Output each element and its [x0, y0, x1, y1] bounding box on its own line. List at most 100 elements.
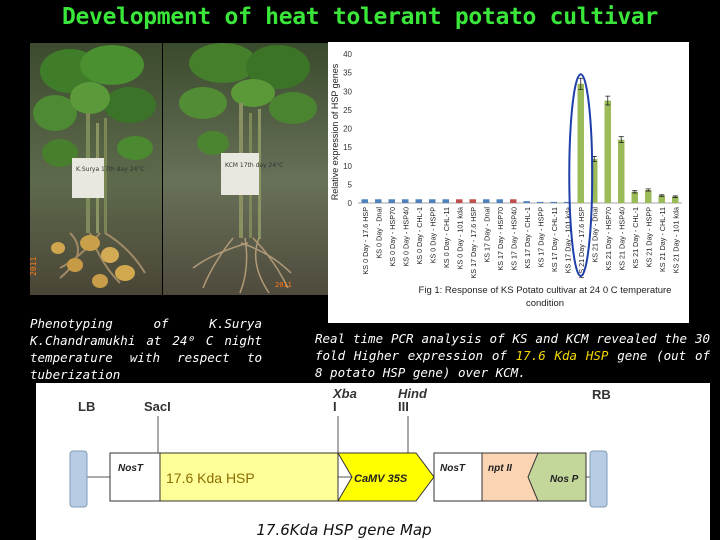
- x-tick-label: KS 17 Day - HSP70: [496, 207, 505, 271]
- nptii-label: npt II: [488, 463, 512, 474]
- x-tick-label: KS 0 Day - HSPP: [428, 207, 437, 264]
- pcr-analysis-caption: Real time PCR analysis of KS and KCM rev…: [315, 330, 710, 381]
- error-bar: [672, 195, 678, 198]
- sac1-label: SacI: [144, 399, 171, 414]
- rb-border-box: [589, 450, 608, 508]
- xba1-label-line1: Xba: [332, 386, 357, 401]
- x-tick-label: KS 21 Day - HSP40: [617, 207, 626, 271]
- gene-map-title: 17.6Kda HSP gene Map: [256, 521, 431, 539]
- error-bar: [645, 188, 651, 192]
- x-tick-label: KS 21 Day - HSP70: [604, 207, 613, 271]
- x-tick-label: KS 0 Day - CHL-11: [442, 207, 451, 268]
- x-tick-label: KS 17 Day - HSP40: [509, 207, 518, 271]
- chart-bar: [631, 191, 638, 203]
- highlight-oval: [568, 73, 594, 277]
- chart-svg: Relative expression of HSP genes 0 5 10 15 2…: [330, 50, 682, 309]
- x-tick-label: KS 17 Day - 17.6 HSP: [469, 207, 478, 279]
- chart-caption-line-2: condition: [526, 298, 564, 309]
- chart-bar: [375, 199, 382, 203]
- chart-bar: [483, 199, 490, 203]
- x-tick-label: KS 0 Day - CHL-1: [415, 207, 424, 265]
- hind3-label-line2: III: [398, 399, 409, 414]
- error-bar: [659, 194, 665, 197]
- camv-label: CaMV 35S: [354, 473, 408, 485]
- chart-bar: [577, 83, 584, 203]
- pcr-caption-part2: gene (out of 8 potato HSP gene) over KCM…: [315, 348, 710, 380]
- nosp-label: Nos P: [550, 474, 579, 485]
- chart-bar: [496, 199, 503, 203]
- chart-bar: [564, 201, 571, 203]
- x-tick-label: KS 0 Day - HSP40: [401, 207, 410, 267]
- page-title: Development of heat tolerant potato cult…: [61, 4, 659, 30]
- x-tick-label: KS 21 Day - 101 kda: [671, 207, 680, 273]
- chart-bar: [550, 201, 557, 203]
- nost-block-2: [433, 452, 483, 502]
- x-tick-label: KS 17 Day - 101 kda: [563, 207, 572, 273]
- y-tick-label: 15: [343, 143, 352, 152]
- error-bar: [605, 95, 611, 106]
- xba1-label-line2: I: [333, 399, 337, 414]
- y-tick-label: 10: [343, 162, 352, 171]
- phenotyping-caption: Phenotyping of K.Surya K.Chandramukhi at…: [30, 316, 262, 382]
- lb-border-box: [69, 450, 88, 508]
- chart-bar: [618, 139, 625, 203]
- x-tick-label: KS 21 Day - 17.6 HSP: [577, 207, 586, 279]
- x-tick-label: KS 17 Day - CHL-11: [550, 207, 559, 272]
- y-tick-label: 0: [348, 199, 353, 208]
- chart-ylabel: Relative expression of HSP genes: [330, 63, 340, 200]
- chart-bar: [604, 100, 611, 203]
- hsp-expression-chart: Relative expression of HSP genes 0 5 10 15 2…: [328, 42, 689, 323]
- chart-bar: [510, 199, 517, 203]
- chart-bar: [361, 199, 368, 203]
- photo-label-right: KCM 17th day 24°C: [225, 162, 283, 169]
- chart-bar: [469, 199, 476, 203]
- hind3-label-line1: Hind: [398, 386, 428, 401]
- y-tick-label: 35: [343, 69, 352, 78]
- ksurya-plant-photo: K.Surya 17th day 24°C 2011: [30, 43, 162, 295]
- kcm-plant-photo: KCM 17th day 24°C 2011: [163, 43, 328, 295]
- x-tick-label: KS 21 Day - CHL-11: [658, 207, 667, 272]
- rb-label: RB: [592, 387, 611, 402]
- error-bar: [578, 77, 584, 90]
- chart-bar: [658, 195, 665, 203]
- hsp-gene-block: [159, 452, 339, 502]
- x-tick-label: KS 21 Day - Dnal: [590, 207, 599, 263]
- error-bar: [618, 136, 624, 144]
- chart-caption-line-1: Fig 1: Response of KS Potato cultivar at…: [419, 285, 672, 296]
- chart-bar: [537, 201, 544, 203]
- chart-bar: [415, 199, 422, 203]
- chart-bar: [388, 199, 395, 203]
- chart-bar: [645, 189, 652, 203]
- y-tick-label: 20: [343, 125, 352, 134]
- x-tick-label: KS 21 Day - CHL-1: [631, 207, 640, 269]
- chart-bar: [456, 199, 463, 203]
- chart-bar: [523, 201, 530, 203]
- x-tick-label: KS 0 Day - 101 kda: [455, 207, 464, 269]
- y-tick-label: 40: [343, 50, 352, 59]
- chart-bar: [672, 196, 679, 203]
- pcr-caption-highlight: 17.6 Kda HSP: [515, 348, 609, 363]
- hsp-gene-label: 17.6 Kda HSP: [166, 470, 255, 486]
- y-tick-label: 30: [343, 87, 352, 96]
- camv-promoter-arrow: [337, 452, 435, 502]
- x-tick-label: KS 17 Day - HSPP: [536, 207, 545, 268]
- nost-label-1: NosT: [118, 463, 144, 474]
- lb-label: LB: [78, 399, 95, 414]
- chart-bar: [442, 199, 449, 203]
- chart-bar: [429, 199, 436, 203]
- photo-date-right: 2011: [275, 281, 292, 289]
- x-tick-label: KS 21 Day - HSPP: [644, 207, 653, 268]
- nosp-promoter-arrow: [527, 452, 587, 502]
- x-tick-label: KS 17 Day - CHL-1: [523, 207, 532, 269]
- y-tick-label: 25: [343, 106, 352, 115]
- x-tick-label: KS 0 Day - HSP70: [388, 207, 397, 267]
- x-tick-label: KS 0 Day - Dnal: [374, 207, 383, 259]
- photo-label-left: K.Surya 17th day 24°C: [76, 166, 145, 173]
- gene-map-panel: LB RB SacI Xba I Hind III NosT 17.6 Kda …: [36, 383, 710, 540]
- nost-label-2: NosT: [440, 463, 466, 474]
- y-tick-label: 5: [348, 180, 353, 189]
- chart-bar: [402, 199, 409, 203]
- nost-block-1: [109, 452, 161, 502]
- x-tick-label: KS 17 Day - Dnal: [482, 207, 491, 263]
- photo-date-left: 2011: [30, 257, 38, 276]
